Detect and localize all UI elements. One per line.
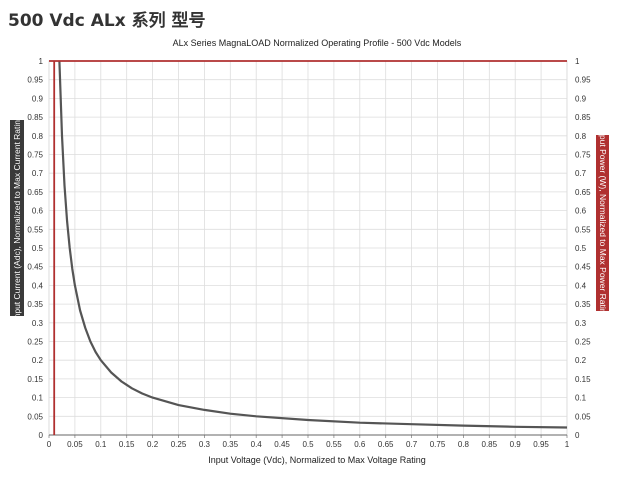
- x-tick-label: 0.05: [67, 440, 83, 449]
- x-tick-label: 0.3: [199, 440, 211, 449]
- x-tick-label: 0.7: [406, 440, 418, 449]
- x-axis-label: Input Voltage (Vdc), Normalized to Max V…: [208, 455, 426, 465]
- y-left-tick-label: 0.3: [32, 319, 44, 328]
- x-tick-label: 0.75: [430, 440, 446, 449]
- y-right-tick-label: 0.55: [575, 225, 591, 234]
- x-tick-label: 0.5: [302, 440, 314, 449]
- y-right-tick-label: 0.4: [575, 281, 587, 290]
- y-left-tick-label: 0.7: [32, 169, 44, 178]
- x-tick-label: 0.25: [171, 440, 187, 449]
- y-left-tick-label: 0.95: [27, 76, 43, 85]
- x-tick-label: 0.15: [119, 440, 135, 449]
- x-tick-label: 0.45: [274, 440, 290, 449]
- y-right-tick-label: 0.65: [575, 188, 591, 197]
- x-tick-label: 0.55: [326, 440, 342, 449]
- y-left-tick-label: 0.75: [27, 151, 43, 160]
- x-tick-label: 0: [47, 440, 52, 449]
- y-left-tick-label: 0.25: [27, 338, 43, 347]
- y-right-tick-label: 0.1: [575, 394, 587, 403]
- y-left-tick-label: 0.45: [27, 263, 43, 272]
- y-left-tick-label: 0.05: [27, 412, 43, 421]
- y-right-tick-label: 0.05: [575, 412, 591, 421]
- y-left-tick-label: 0.4: [32, 281, 44, 290]
- page-heading: 500 Vdc ALx 系列 型号: [8, 11, 206, 31]
- y-right-tick-label: 0.35: [575, 300, 591, 309]
- x-tick-label: 0.1: [95, 440, 107, 449]
- x-tick-label: 0.4: [251, 440, 263, 449]
- y-right-tick-label: 0.85: [575, 113, 591, 122]
- y-right-tick-label: 0.45: [575, 263, 591, 272]
- tick-labels: 0 0.05 0.1 0.15 0.2 0.25 0.3 0.35 0.4 0.45 0.5 0.55…: [27, 57, 591, 449]
- y-left-tick-label: 0.5: [32, 244, 44, 253]
- y-right-tick-label: 0.95: [575, 76, 591, 85]
- y-right-tick-label: 0.5: [575, 244, 587, 253]
- y-left-tick-label: 0.6: [32, 207, 44, 216]
- y-left-tick-label: 0.9: [32, 94, 44, 103]
- y-right-tick-label: 0.75: [575, 151, 591, 160]
- right-axis-label-box: Input Power (W), Normalized to Max Power…: [596, 128, 609, 318]
- y-left-tick-label: 0.1: [32, 394, 44, 403]
- y-right-tick-label: 0.7: [575, 169, 587, 178]
- series-line-0: [58, 60, 568, 429]
- y-right-tick-label: 0.8: [575, 132, 587, 141]
- x-tick-label: 0.6: [354, 440, 366, 449]
- y-left-tick-label: 0.15: [27, 375, 43, 384]
- y-left-tick-label: 0.2: [32, 356, 44, 365]
- grid: [48, 60, 568, 438]
- x-tick-label: 0.2: [147, 440, 159, 449]
- y-right-tick-label: 0.2: [575, 356, 587, 365]
- y-left-tick-label: 0.35: [27, 300, 43, 309]
- y-right-tick-label: 0.25: [575, 338, 591, 347]
- y-right-tick-label: 0.3: [575, 319, 587, 328]
- y-right-tick-label: 1: [575, 57, 580, 66]
- x-tick-label: 1: [565, 440, 570, 449]
- x-tick-label: 0.85: [482, 440, 498, 449]
- y-right-tick-label: 0.15: [575, 375, 591, 384]
- x-tick-label: 0.35: [223, 440, 239, 449]
- y-left-tick-label: 0.55: [27, 225, 43, 234]
- x-tick-label: 0.9: [510, 440, 522, 449]
- y-left-tick-label: 0.65: [27, 188, 43, 197]
- x-tick-label: 0.95: [533, 440, 549, 449]
- y-left-tick-label: 0: [39, 431, 44, 440]
- y-left-tick-label: 1: [39, 57, 44, 66]
- left-axis-label-box: Input Current (Adc), Normalized to Max C…: [10, 115, 24, 321]
- chart-title: ALx Series MagnaLOAD Normalized Operatin…: [172, 38, 462, 48]
- y-right-tick-label: 0.9: [575, 94, 587, 103]
- y-left-tick-label: 0.85: [27, 113, 43, 122]
- y-right-tick-label: 0.6: [575, 207, 587, 216]
- y-left-tick-label: 0.8: [32, 132, 44, 141]
- series-lines: [49, 60, 568, 435]
- x-tick-label: 0.8: [458, 440, 470, 449]
- x-tick-label: 0.65: [378, 440, 394, 449]
- y-right-tick-label: 0: [575, 431, 580, 440]
